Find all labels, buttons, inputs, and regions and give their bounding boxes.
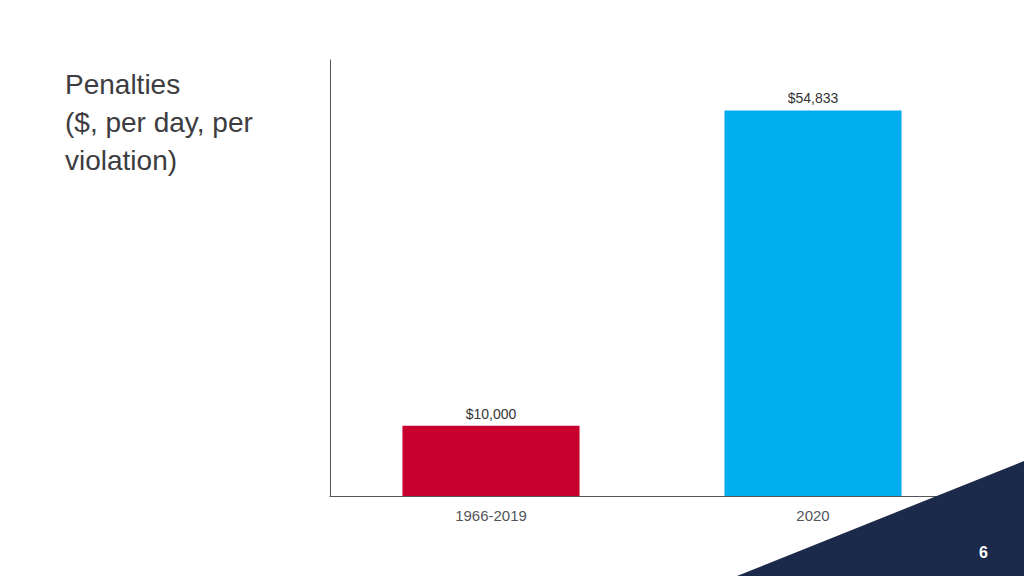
- svg-text:($, per day, per: ($, per day, per: [65, 107, 253, 138]
- svg-text:$10,000: $10,000: [466, 406, 517, 422]
- svg-text:1966-2019: 1966-2019: [455, 507, 527, 524]
- svg-text:2020: 2020: [796, 507, 829, 524]
- svg-text:Penalties: Penalties: [65, 69, 180, 100]
- svg-text:violation): violation): [65, 145, 177, 176]
- svg-text:$54,833: $54,833: [788, 90, 839, 106]
- svg-text:6: 6: [979, 544, 988, 561]
